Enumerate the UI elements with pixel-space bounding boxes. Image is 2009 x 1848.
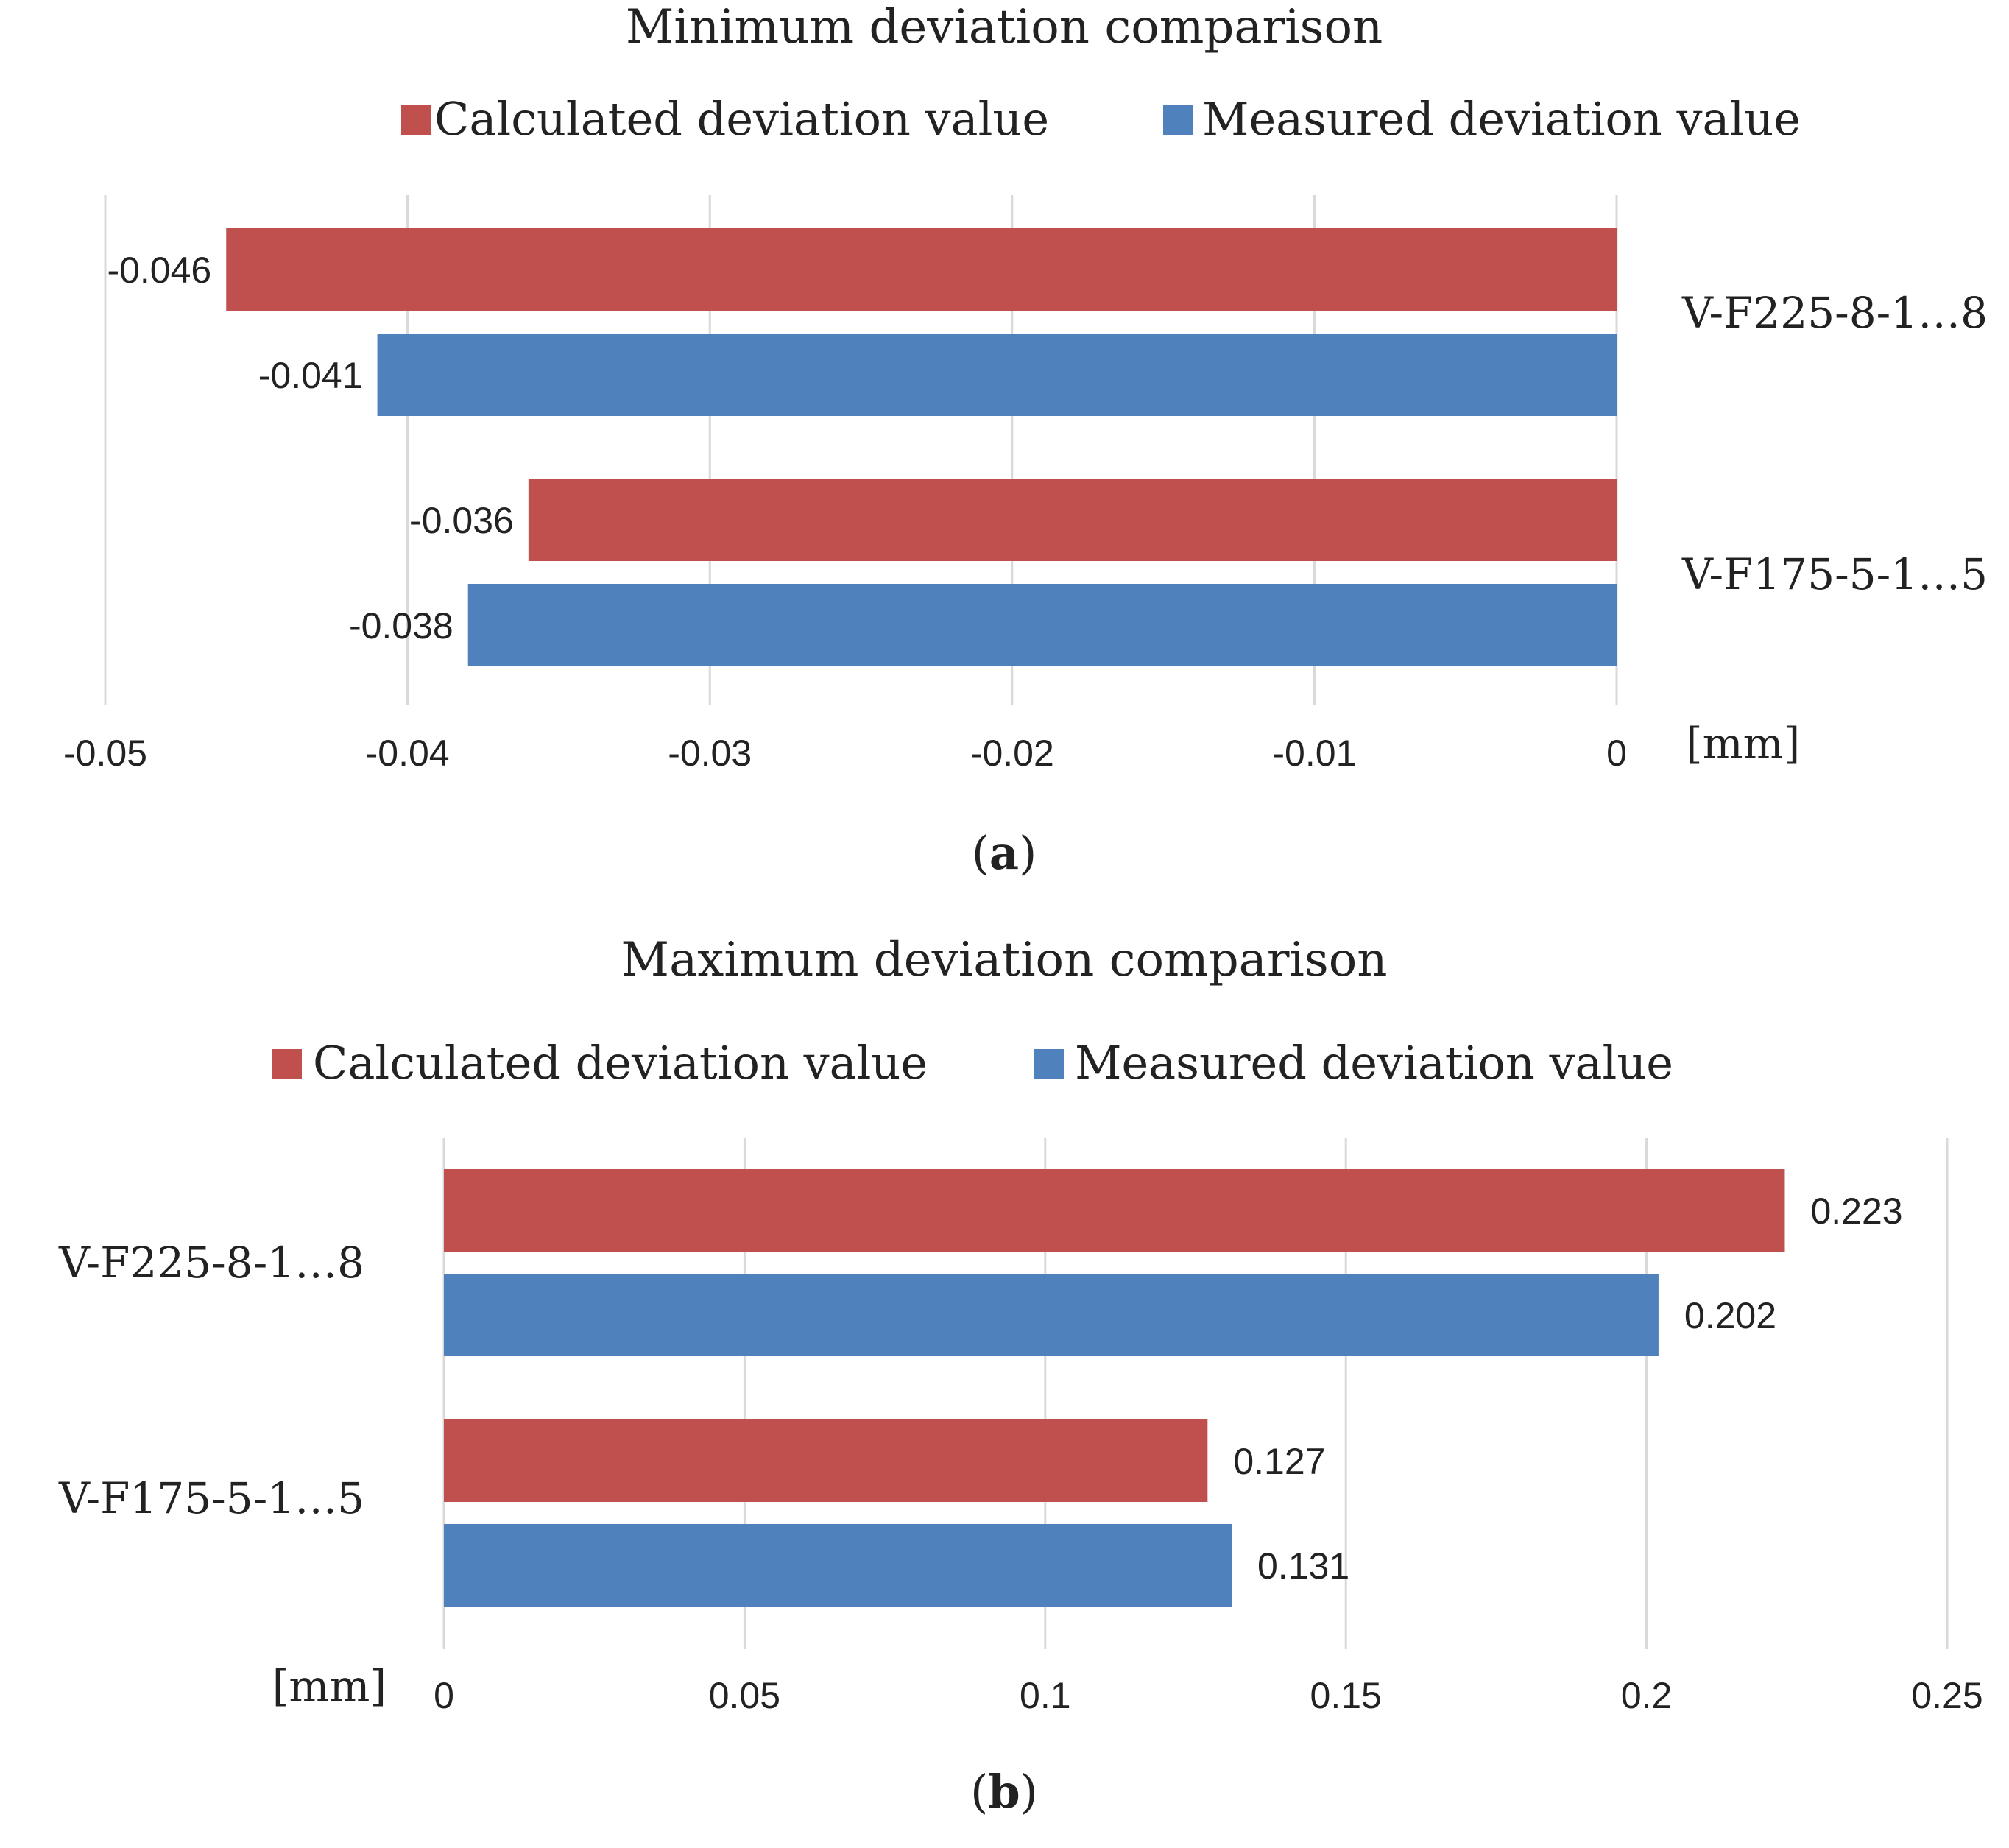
- panel-letter: b: [988, 1765, 1020, 1819]
- category-label: V-F225-8-1…8: [1681, 288, 1988, 338]
- chart-title: Maximum deviation comparison: [621, 933, 1388, 987]
- bar-calculated-2: [528, 479, 1617, 561]
- bar-measured-2: [444, 1524, 1232, 1607]
- chart-panel-b: Maximum deviation comparison Calculated d…: [58, 933, 1983, 1819]
- x-tick-label: -0.03: [668, 733, 752, 774]
- chart-panel-a: Minimum deviation comparison Calculated d…: [63, 0, 1988, 880]
- panel-letter: a: [989, 826, 1019, 880]
- unit-label: [mm]: [272, 1661, 386, 1711]
- legend-swatch-calculated: [272, 1049, 302, 1079]
- x-tick-label: 0.1: [1020, 1675, 1071, 1716]
- x-tick-label: 0: [434, 1675, 454, 1716]
- x-tick-label: -0.01: [1272, 733, 1356, 774]
- data-label: -0.036: [409, 500, 514, 541]
- bar-measured-2: [467, 584, 1617, 666]
- data-label: -0.038: [349, 605, 453, 646]
- x-tick-label: -0.05: [63, 733, 147, 774]
- category-label: V-F225-8-1…8: [58, 1238, 364, 1288]
- x-tick-label: -0.02: [970, 733, 1054, 774]
- bar-calculated-1: [444, 1169, 1785, 1252]
- chart-title: Minimum deviation comparison: [626, 0, 1383, 54]
- x-tick-label: 0.2: [1621, 1675, 1673, 1716]
- legend-swatch-measured: [1163, 105, 1193, 135]
- data-label: 0.202: [1684, 1295, 1776, 1336]
- panel-caption: (b): [970, 1765, 1038, 1819]
- bar-measured-1: [444, 1274, 1659, 1356]
- data-label: 0.131: [1257, 1545, 1349, 1587]
- unit-label: [mm]: [1686, 719, 1800, 769]
- data-label: 0.223: [1810, 1191, 1902, 1232]
- legend-label-calculated: Calculated deviation value: [434, 92, 1049, 146]
- panel-caption: (a): [972, 826, 1037, 880]
- legend-label-calculated: Calculated deviation value: [313, 1036, 928, 1090]
- x-tick-label: 0.15: [1310, 1675, 1382, 1716]
- legend-label-measured: Measured deviation value: [1075, 1036, 1673, 1090]
- x-tick-label: 0.25: [1911, 1675, 1982, 1716]
- data-label: -0.046: [107, 250, 211, 291]
- bar-measured-1: [377, 334, 1617, 416]
- data-label: -0.041: [258, 355, 363, 396]
- x-tick-label: 0.05: [709, 1675, 780, 1716]
- x-tick-label: -0.04: [366, 733, 450, 774]
- legend-swatch-calculated: [401, 105, 431, 135]
- bar-calculated-1: [226, 228, 1617, 311]
- category-label: V-F175-5-1…5: [58, 1473, 364, 1523]
- legend-swatch-measured: [1034, 1049, 1064, 1079]
- category-label: V-F175-5-1…5: [1681, 549, 1988, 599]
- bar-calculated-2: [444, 1419, 1208, 1502]
- legend-label-measured: Measured deviation value: [1202, 92, 1801, 146]
- data-label: 0.127: [1233, 1441, 1325, 1482]
- x-tick-label: 0: [1606, 733, 1627, 774]
